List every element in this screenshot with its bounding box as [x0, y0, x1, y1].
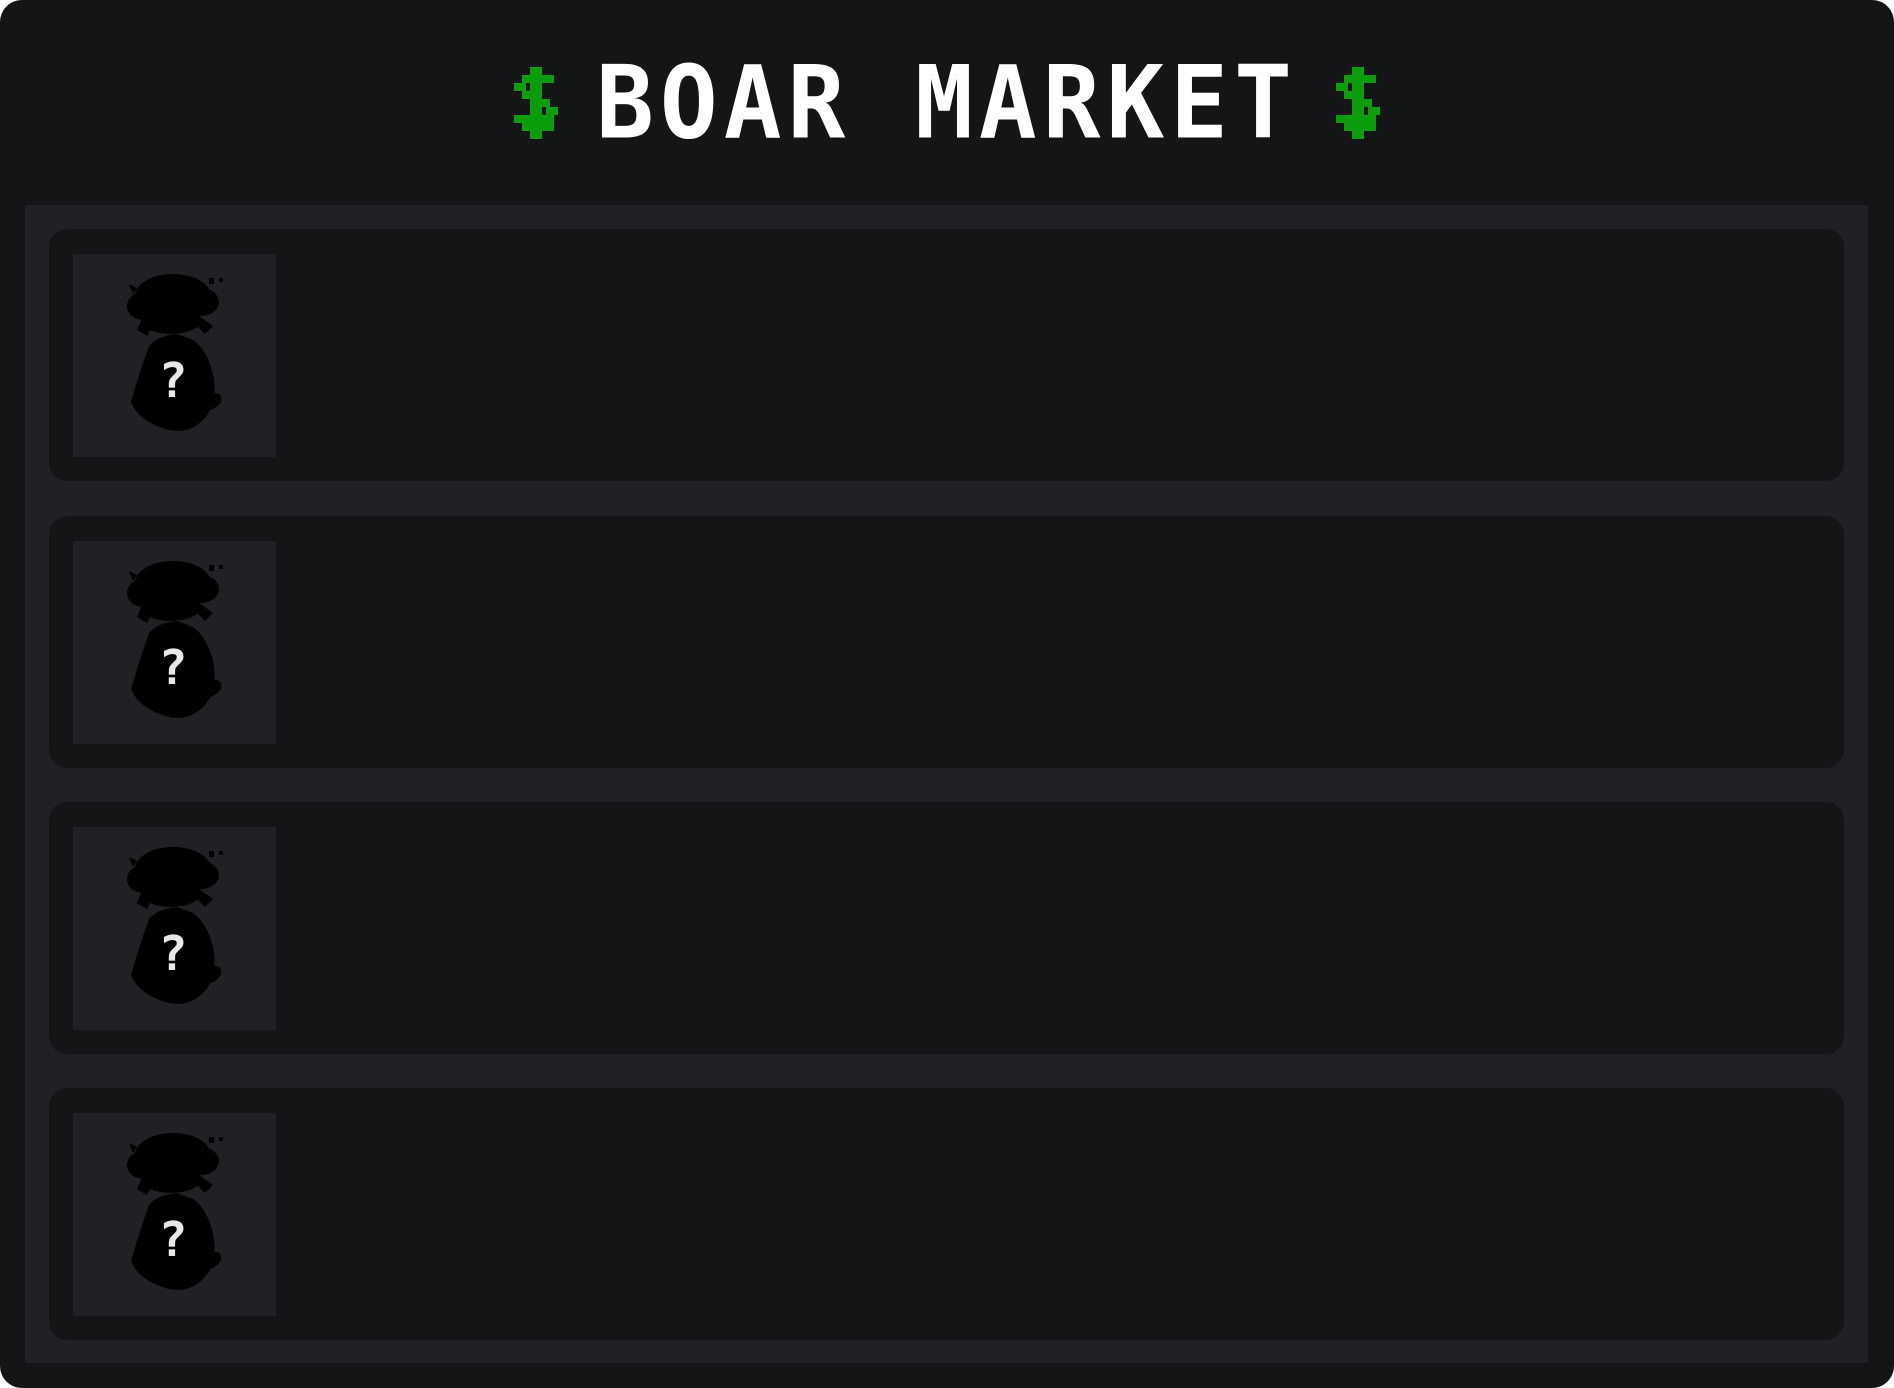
listing-row[interactable]: ?	[49, 229, 1844, 481]
listing-row[interactable]: ?	[49, 802, 1844, 1054]
listing-row[interactable]: ?	[49, 516, 1844, 768]
listings-panel: ?	[25, 205, 1868, 1363]
market-header: BOAR MARKET	[0, 0, 1894, 205]
placeholder-glyph: ?	[159, 640, 188, 696]
title-group: BOAR MARKET	[510, 43, 1384, 162]
listing-thumbnail[interactable]: ?	[73, 254, 276, 457]
placeholder-glyph: ?	[159, 926, 188, 982]
unknown-boar-silhouette-icon: ?	[127, 847, 223, 1004]
listing-thumbnail[interactable]: ?	[73, 1113, 276, 1316]
dollar-icon	[1335, 66, 1380, 139]
page-title: BOAR MARKET	[596, 43, 1298, 162]
placeholder-glyph: ?	[159, 353, 188, 409]
unknown-boar-silhouette-icon: ?	[127, 274, 223, 431]
unknown-boar-silhouette-icon: ?	[127, 561, 223, 718]
unknown-boar-silhouette-icon: ?	[127, 1133, 223, 1290]
dollar-icon	[514, 66, 559, 139]
listing-thumbnail[interactable]: ?	[73, 827, 276, 1030]
listing-row[interactable]: ?	[49, 1088, 1844, 1340]
listing-thumbnail[interactable]: ?	[73, 541, 276, 744]
placeholder-glyph: ?	[159, 1212, 188, 1268]
